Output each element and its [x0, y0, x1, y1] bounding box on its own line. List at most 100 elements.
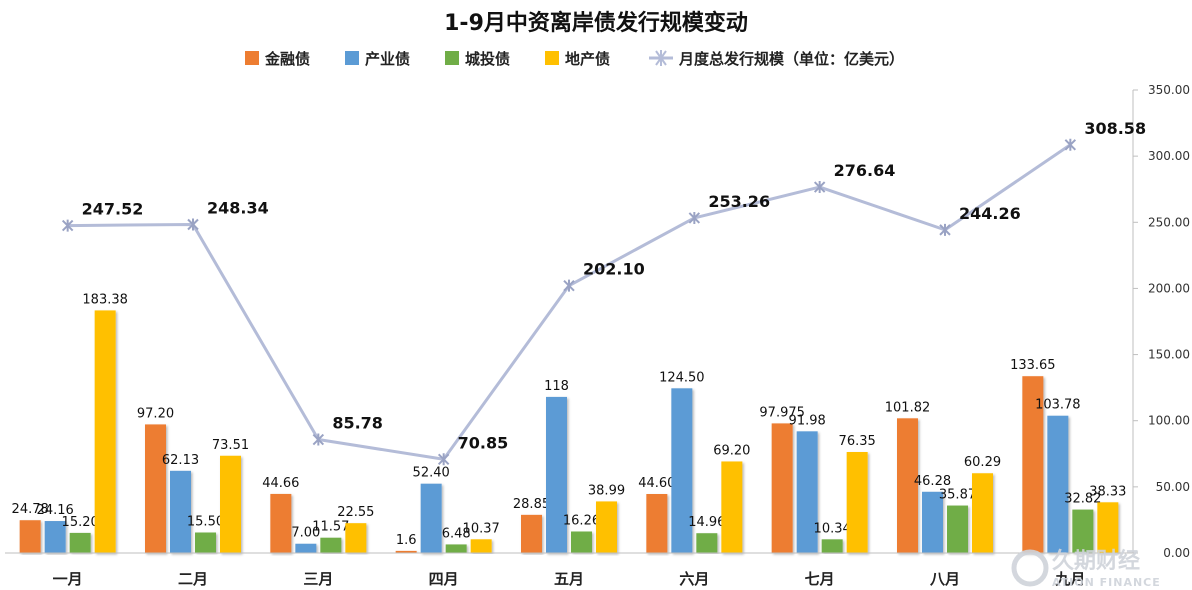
- bar-value-label: 22.55: [337, 505, 374, 520]
- line-point-marker: [563, 279, 575, 292]
- bar-value-label: 16.26: [563, 513, 600, 528]
- legend-swatch: [445, 51, 459, 65]
- line-value-label: 253.26: [708, 192, 770, 211]
- line-value-label: 85.78: [332, 414, 383, 433]
- line-point-marker: [1064, 138, 1077, 151]
- legend-label: 城投债: [465, 50, 510, 68]
- watermark-logo-icon: [1011, 549, 1049, 587]
- y-tick-label: 250.00: [1148, 215, 1190, 229]
- bar-value-label: 103.78: [1035, 398, 1081, 413]
- y-tick-label: 0.00: [1163, 546, 1190, 560]
- bar-value-label: 24.78: [12, 502, 49, 517]
- y-tick-label: 300.00: [1148, 149, 1190, 163]
- bar-value-label: 44.60: [638, 476, 675, 491]
- bar: [220, 455, 241, 553]
- line-point-marker: [437, 453, 450, 466]
- chart-title: 1-9月中资离岸债发行规模变动: [444, 10, 748, 36]
- bar: [170, 470, 191, 553]
- x-tick-label: 七月: [805, 570, 835, 588]
- total-line: 247.52 248.34 85.78 70.85 202.10 253.26 276.64…: [61, 119, 1146, 466]
- bar-value-label: 1.6: [396, 533, 417, 548]
- bar-value-label: 52.40: [413, 466, 450, 481]
- bar-value-label: 38.33: [1089, 484, 1126, 499]
- bar: [521, 514, 542, 553]
- legend-swatch: [545, 51, 559, 65]
- bar: [94, 310, 116, 553]
- line-value-label: 70.85: [458, 433, 509, 452]
- bar-value-label: 35.87: [939, 488, 976, 503]
- y-tick-label: 100.00: [1148, 414, 1190, 428]
- bar-value-label: 10.34: [814, 521, 851, 536]
- legend-item: 金融债: [245, 50, 310, 68]
- x-axis: 一月 二月 三月 四月 五月 六月 七月 八月 九月: [5, 552, 1133, 588]
- legend-label: 产业债: [365, 50, 410, 68]
- line-value-label: 247.52: [82, 200, 144, 219]
- bar: [320, 537, 342, 553]
- watermark-subtext: ATION FINANCE: [1052, 576, 1161, 589]
- bar-value-label: 46.28: [914, 474, 951, 489]
- line-value-label: 202.10: [583, 260, 645, 279]
- legend-label: 金融债: [264, 50, 310, 68]
- bar: [420, 483, 442, 553]
- bar: [345, 523, 367, 553]
- bar: [771, 423, 793, 553]
- bar: [596, 501, 617, 553]
- bar: [897, 418, 918, 553]
- bar-value-label: 101.82: [885, 400, 931, 415]
- bar-value-label: 76.35: [839, 434, 876, 449]
- bar-value-label: 24.16: [37, 503, 74, 518]
- bar-value-label: 97.975: [759, 405, 805, 420]
- bar: [846, 451, 868, 553]
- watermark: 久期财经 ATION FINANCE: [1011, 548, 1161, 589]
- bar: [671, 388, 693, 553]
- bar: [721, 461, 743, 553]
- bar-value-label: 15.50: [187, 514, 224, 529]
- bar: [646, 494, 668, 553]
- x-tick-label: 二月: [178, 570, 208, 588]
- bar-value-label: 7.00: [291, 526, 320, 541]
- line-point-marker: [61, 219, 74, 232]
- x-tick-label: 一月: [53, 570, 83, 588]
- bar: [145, 424, 166, 553]
- legend-swatch: [345, 51, 359, 65]
- bar-value-label: 11.57: [312, 520, 349, 535]
- legend-item: 产业债: [345, 50, 410, 68]
- bar: [571, 531, 592, 553]
- legend-marker-icon: [655, 50, 667, 66]
- bar-value-label: 44.66: [262, 476, 299, 491]
- bar-value-label: 10.37: [463, 521, 500, 536]
- bar: [445, 544, 467, 553]
- bar-value-label: 38.99: [588, 483, 625, 498]
- bar: [546, 396, 567, 553]
- x-tick-label: 九月: [1054, 570, 1085, 588]
- line-value-label: 248.34: [207, 198, 269, 217]
- bar: [270, 493, 292, 553]
- bar: [395, 550, 417, 553]
- y-tick-label: 350.00: [1148, 83, 1190, 97]
- bar: [972, 473, 993, 553]
- line-value-label: 244.26: [959, 204, 1021, 223]
- bar-value-label: 133.65: [1010, 358, 1056, 373]
- x-tick-label: 六月: [679, 570, 709, 588]
- line-value-label: 276.64: [834, 161, 896, 180]
- bar: [1047, 415, 1069, 553]
- bar-value-label: 15.20: [62, 515, 99, 530]
- watermark-text: 久期财经: [1052, 548, 1140, 574]
- legend-label: 地产债: [565, 50, 610, 68]
- bar: [696, 533, 718, 553]
- legend-swatch: [245, 51, 259, 65]
- x-tick-label: 五月: [554, 570, 584, 588]
- bar: [69, 532, 91, 553]
- bar: [1097, 502, 1119, 553]
- bar-value-label: 69.20: [713, 443, 750, 458]
- y-tick-label: 200.00: [1148, 281, 1190, 295]
- bar: [470, 539, 492, 553]
- bar-value-label: 91.98: [789, 413, 826, 428]
- bar-value-label: 32.82: [1064, 492, 1101, 507]
- legend-label: 月度总发行规模（单位：亿美元）: [678, 50, 904, 68]
- legend-item: 月度总发行规模（单位：亿美元）: [649, 50, 904, 68]
- line-point-marker: [939, 223, 951, 236]
- bar: [922, 491, 943, 553]
